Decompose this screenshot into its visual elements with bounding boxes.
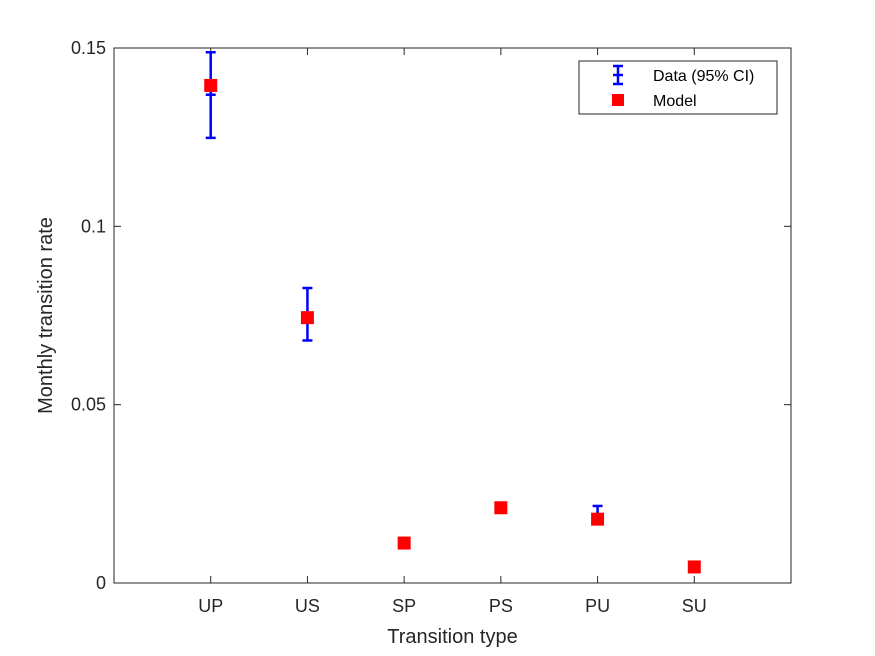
y-axis-ticks: 0 0.05 0.1 0.15 bbox=[71, 38, 791, 593]
model-marker-su bbox=[687, 560, 701, 574]
legend-label-model: Model bbox=[653, 93, 697, 110]
model-marker-ps bbox=[494, 501, 508, 515]
legend-symbol-data bbox=[613, 64, 623, 86]
data-marks bbox=[204, 51, 701, 574]
model-marker-pu bbox=[591, 512, 605, 526]
x-tick-label: SU bbox=[682, 596, 707, 616]
x-axis-ticks: UP US SP PS PU SU bbox=[198, 48, 707, 616]
y-tick-label: 0.05 bbox=[71, 395, 106, 415]
x-tick-label: US bbox=[295, 596, 320, 616]
x-axis-label: Transition type bbox=[387, 626, 517, 648]
errorbar-up bbox=[205, 51, 216, 140]
y-tick-label: 0.15 bbox=[71, 38, 106, 58]
y-tick-label: 0.1 bbox=[81, 216, 106, 236]
x-tick-label: UP bbox=[198, 596, 223, 616]
legend-label-data: Data (95% CI) bbox=[653, 68, 754, 85]
x-tick-label: SP bbox=[392, 596, 416, 616]
model-marker-us bbox=[300, 311, 314, 325]
y-tick-label: 0 bbox=[96, 573, 106, 593]
legend: Data (95% CI) Model bbox=[578, 60, 778, 115]
x-tick-label: PS bbox=[489, 596, 513, 616]
x-tick-label: PU bbox=[585, 596, 610, 616]
model-marker-sp bbox=[397, 536, 411, 550]
legend-symbol-model bbox=[612, 94, 624, 106]
y-axis-label: Monthly transition rate bbox=[35, 217, 57, 414]
plot-area bbox=[113, 47, 792, 584]
model-marker-up bbox=[204, 78, 218, 92]
